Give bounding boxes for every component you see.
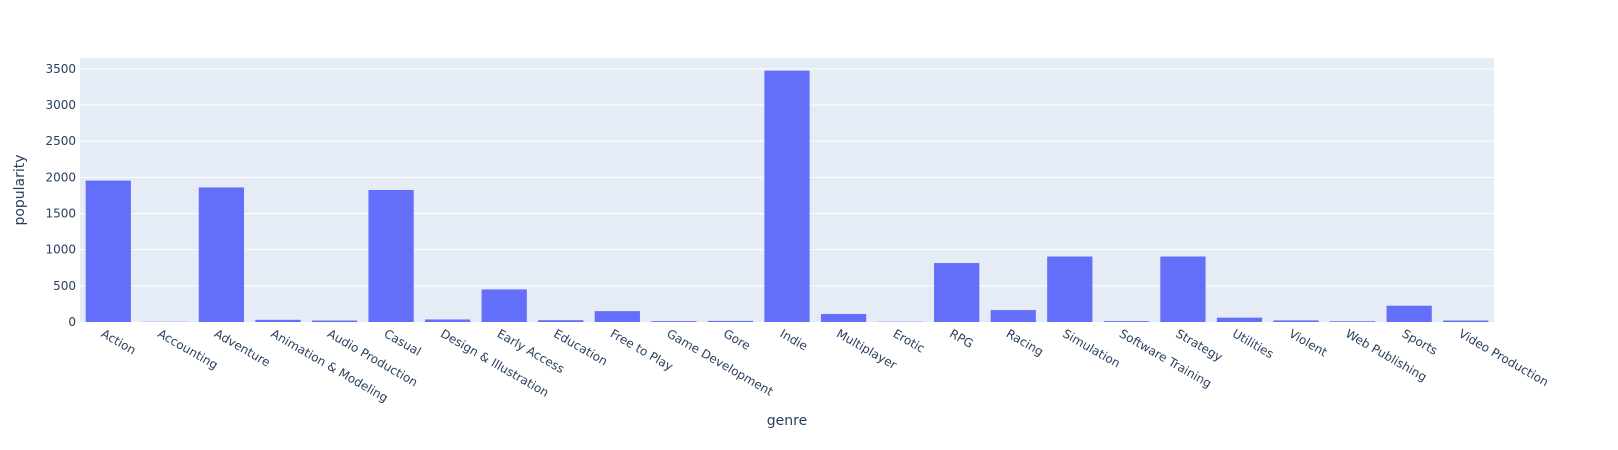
x-tick-label: Utilities [1230, 326, 1276, 361]
bar [538, 320, 584, 322]
x-tick-label: Violent [1287, 326, 1330, 359]
x-tick-label: Game Development [664, 326, 775, 398]
bar [1273, 320, 1319, 322]
bar [1443, 320, 1489, 322]
bar [707, 320, 754, 322]
bar [1386, 305, 1432, 322]
bar [368, 190, 414, 322]
y-tick-label: 500 [53, 279, 76, 293]
x-tick-label: Video Production [1456, 326, 1551, 389]
x-tick-label: Action [99, 326, 139, 357]
bar [481, 289, 527, 322]
x-tick-label: Adventure [212, 326, 273, 369]
x-axis-title: genre [767, 413, 807, 429]
y-tick-label: 1500 [45, 207, 76, 221]
bars [85, 70, 1489, 322]
x-tick-label: Free to Play [608, 326, 676, 373]
x-tick-label: Accounting [155, 326, 220, 372]
bar [1216, 317, 1263, 322]
y-axis-title: popularity [12, 154, 28, 225]
bar [311, 320, 358, 322]
bar [820, 314, 867, 322]
bar [255, 319, 301, 322]
y-tick-label: 2000 [45, 170, 76, 184]
bar [651, 321, 697, 322]
y-tick-label: 3500 [45, 62, 76, 76]
x-tick-label: Gore [721, 326, 753, 352]
y-tick-label: 1000 [45, 243, 76, 257]
x-tick-label: Indie [778, 326, 811, 353]
bar [1160, 256, 1206, 322]
y-tick-label: 3000 [45, 98, 76, 112]
x-tick-label: Sports [1400, 326, 1440, 357]
bar [594, 311, 640, 322]
bar [425, 319, 471, 322]
bar [85, 180, 131, 322]
bar [990, 310, 1036, 322]
bar [764, 70, 810, 322]
y-tick-label: 2500 [45, 134, 76, 148]
bar [1047, 256, 1093, 322]
x-tick-label: Casual [382, 326, 424, 358]
x-tick-label: Simulation [1060, 326, 1122, 370]
x-tick-label: Erotic [891, 326, 928, 355]
x-tick-label: Racing [1004, 326, 1046, 358]
x-tick-label: Software Training [1117, 326, 1214, 390]
y-tick-label: 0 [68, 315, 76, 329]
bar [198, 187, 245, 322]
x-tick-label: Multiplayer [834, 326, 899, 372]
bar [1103, 321, 1149, 322]
x-tick-label: RPG [947, 326, 976, 351]
bar [1329, 321, 1376, 322]
bar [934, 263, 980, 322]
y-tick-labels: 0 500 1000 1500 2000 2500 3000 3500 [45, 62, 76, 329]
